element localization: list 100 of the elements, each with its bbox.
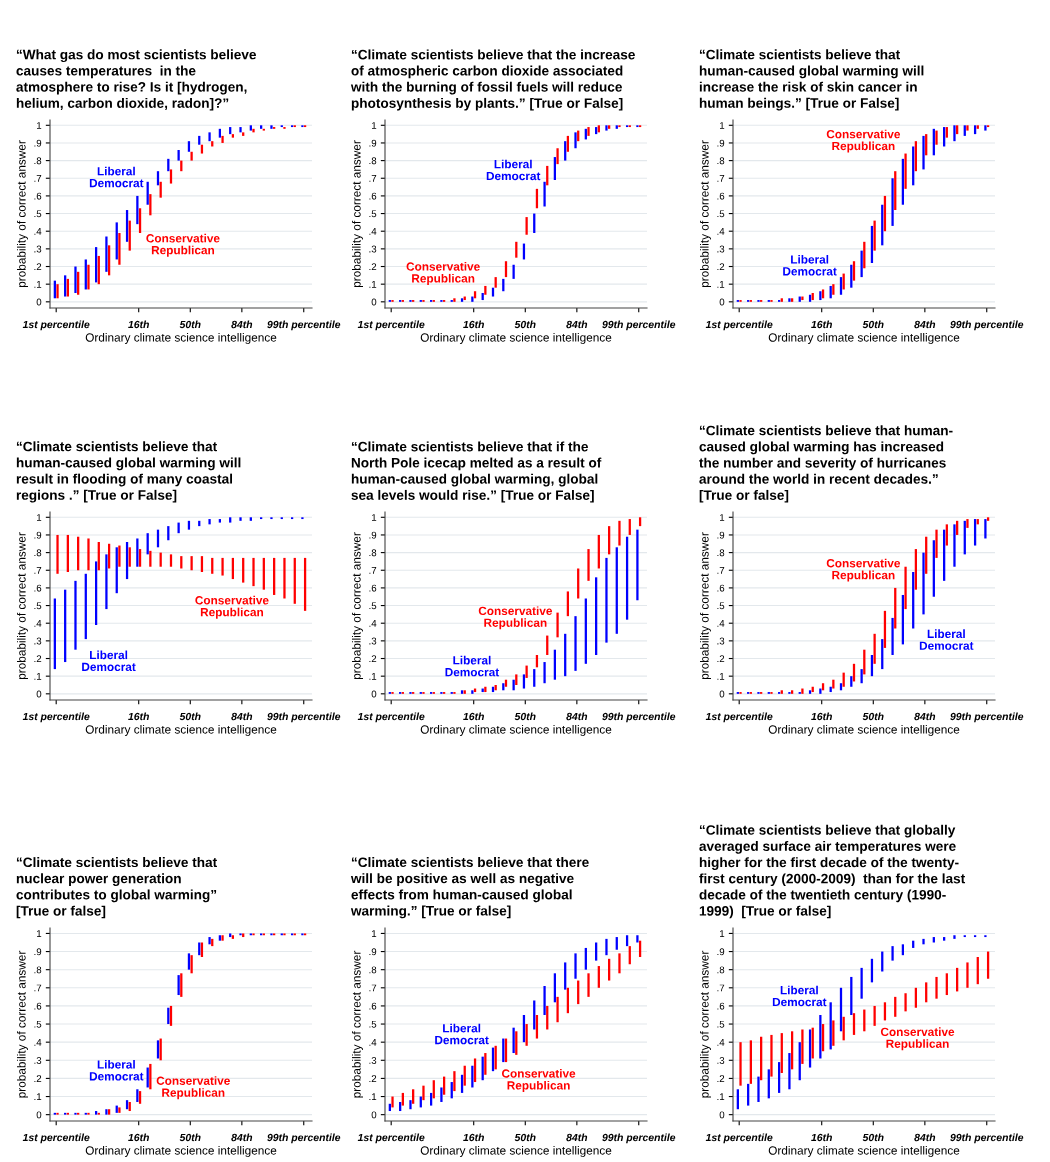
bar: [587, 549, 590, 581]
y-tick-label: 0: [719, 1111, 725, 1119]
bar: [229, 517, 232, 523]
bar: [574, 132, 577, 149]
y-tick-label: .4: [369, 620, 377, 627]
y-tick-label: .7: [34, 175, 42, 182]
y-tick-label: .1: [369, 1093, 377, 1101]
x-axis-title: Ordinary climate science intelligence: [420, 1145, 612, 1157]
bar: [231, 134, 235, 138]
y-tick-label: .7: [34, 984, 42, 992]
bar: [535, 1014, 539, 1039]
y-tick-label: .9: [717, 948, 725, 956]
bar: [543, 985, 546, 1015]
bar: [973, 519, 977, 546]
y-tick-label: .6: [369, 584, 377, 592]
y-tick-label: .2: [717, 1075, 725, 1082]
bar: [618, 953, 621, 974]
y-tick-label: .1: [34, 281, 42, 288]
series-label: Liberal Democrat: [82, 650, 136, 672]
chart-title: “Climate scientists believe that globally averaged surface air temperatures were higher for the first decade of the twenty- first century (2000-2009) than for the last decade of the twentieth century (1990- 1999) [True or false]: [699, 824, 966, 919]
y-tick-label: 1: [720, 514, 725, 521]
bar: [739, 1042, 742, 1086]
bar: [945, 524, 948, 546]
x-tick-label: 16th: [811, 712, 832, 721]
y-tick-label: .2: [34, 1075, 42, 1082]
bar: [966, 962, 969, 988]
y-tick-label: .9: [717, 531, 725, 539]
x-tick-label: 50th: [514, 320, 536, 329]
bar: [543, 181, 546, 207]
bar: [904, 993, 907, 1012]
bar: [922, 135, 925, 170]
x-tick-label: 84th: [914, 1133, 936, 1142]
bar: [935, 130, 938, 145]
bar: [190, 556, 193, 571]
y-tick-label: .1: [34, 1093, 42, 1101]
y-tick-label: .4: [34, 1039, 42, 1046]
y-tick-label: .3: [717, 245, 725, 253]
x-tick-label: 50th: [862, 320, 884, 329]
series-label: Liberal Democrat: [486, 159, 541, 181]
y-tick-label: .3: [717, 637, 725, 645]
y-tick-label: .4: [717, 228, 725, 235]
x-tick-label: 1st percentile: [22, 712, 90, 723]
x-tick-label: 84th: [914, 712, 936, 721]
chart-title: “Climate scientists believe that nuclear power generation contributes to global warming” [True or false]: [16, 857, 217, 919]
x-tick-label: 50th: [179, 320, 201, 329]
y-tick-label: .5: [369, 602, 377, 610]
y-tick-label: 0: [371, 1111, 377, 1119]
y-tick-label: 1: [372, 514, 377, 521]
x-tick-label: 99th percentile: [602, 1133, 676, 1144]
x-tick-label: 1st percentile: [705, 712, 773, 723]
y-tick-label: .7: [34, 567, 42, 574]
bar: [587, 973, 590, 997]
bar: [525, 665, 528, 678]
y-tick-label: .6: [369, 1002, 377, 1010]
y-axis-title: probability of correct answer: [17, 532, 28, 680]
series-label: Conservative Republican: [501, 1069, 576, 1092]
bar: [252, 557, 255, 587]
bar: [429, 1092, 433, 1106]
x-tick-label: 84th: [231, 320, 253, 329]
bar: [494, 277, 497, 288]
bar: [556, 148, 559, 165]
y-tick-label: .2: [717, 655, 725, 663]
x-tick-label: 99th percentile: [602, 712, 676, 723]
bar: [484, 1053, 487, 1075]
x-tick-label: 16th: [463, 712, 484, 721]
bar: [556, 996, 559, 1023]
y-tick-label: .8: [369, 549, 377, 557]
y-axis-title: probability of correct answer: [17, 950, 28, 1098]
bar: [747, 1083, 750, 1106]
bar: [198, 135, 201, 145]
y-tick-label: 0: [719, 690, 725, 698]
x-tick-label: 99th percentile: [950, 712, 1024, 723]
x-axis-title: Ordinary climate science intelligence: [768, 1145, 960, 1157]
x-tick-label: 16th: [811, 320, 832, 329]
y-tick-label: .3: [34, 1057, 42, 1064]
bar: [491, 287, 495, 297]
y-tick-label: .7: [369, 567, 377, 574]
y-tick-label: .5: [369, 210, 377, 218]
bar: [904, 566, 907, 610]
y-tick-label: .7: [369, 175, 377, 182]
x-tick-label: 16th: [463, 1133, 484, 1142]
y-tick-label: .3: [34, 637, 42, 645]
y-axis-title: probability of correct answer: [17, 140, 28, 288]
bar: [208, 132, 211, 142]
bar: [249, 517, 252, 521]
bar: [608, 958, 611, 981]
y-tick-label: .2: [717, 263, 725, 271]
bar: [922, 938, 925, 945]
x-axis-title: Ordinary climate science intelligence: [420, 724, 612, 736]
x-axis-title: Ordinary climate science intelligence: [768, 332, 960, 344]
x-tick-label: 50th: [179, 1133, 201, 1142]
bar: [584, 947, 587, 970]
y-tick-label: .2: [369, 655, 377, 663]
chart-title: “Climate scientists believe that if the North Pole icecap melted as a result of human-caused global warming, global sea levels would rise.” [True or False]: [351, 441, 602, 503]
bar: [453, 1071, 456, 1092]
bar: [945, 973, 948, 996]
y-tick-label: .8: [34, 157, 42, 165]
bar: [74, 266, 77, 293]
y-tick-label: .6: [717, 192, 725, 200]
bar: [873, 220, 876, 251]
